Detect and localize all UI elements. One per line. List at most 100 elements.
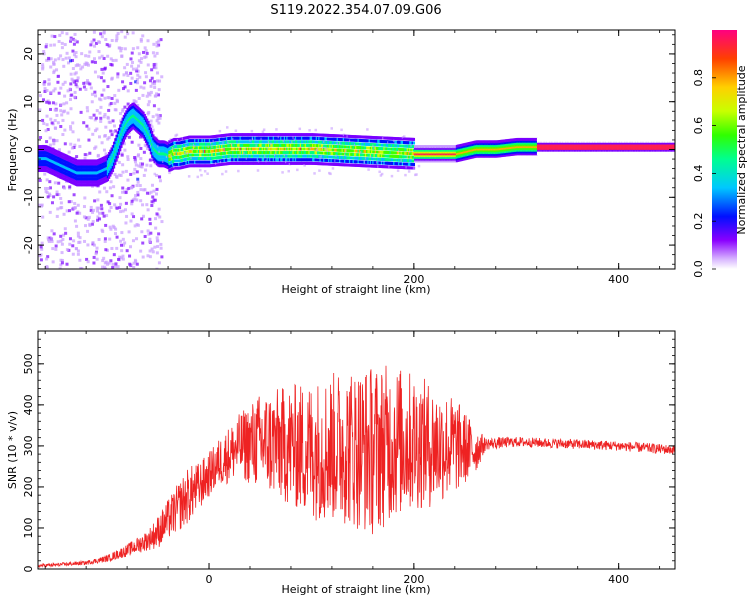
heatmap-cell [529, 137, 532, 141]
heatmap-cell [164, 147, 167, 151]
heatmap-cell [123, 190, 127, 194]
heatmap-cell [151, 139, 154, 143]
heatmap-cell [567, 143, 570, 147]
heatmap-cell [196, 160, 199, 164]
heatmap-cell [46, 195, 50, 199]
heatmap-cell [52, 172, 55, 176]
heatmap-cell [91, 132, 95, 136]
heatmap-cell [459, 154, 462, 158]
heatmap-cell [90, 40, 94, 44]
heatmap-cell [198, 139, 202, 143]
heatmap-cell [132, 111, 135, 115]
heatmap-cell [384, 161, 387, 165]
heatmap-cell [146, 142, 149, 146]
heatmap-cell [106, 169, 110, 173]
heatmap-cell [423, 145, 427, 149]
heatmap-cell [43, 89, 47, 93]
heatmap-cell [71, 175, 74, 179]
heatmap-cell [300, 151, 304, 155]
heatmap-cell [121, 135, 124, 139]
heatmap-cell [176, 145, 180, 149]
heatmap-cell [294, 161, 298, 165]
heatmap-cell [261, 140, 264, 144]
heatmap-cell [282, 133, 285, 137]
heatmap-cell [114, 150, 117, 154]
heatmap-cell [94, 250, 98, 254]
heatmap-cell [46, 169, 49, 173]
heatmap-cell [288, 154, 291, 158]
heatmap-cell [130, 202, 134, 206]
heatmap-cell [344, 156, 347, 160]
heatmap-cell [566, 152, 569, 156]
heatmap-cell [345, 159, 348, 163]
heatmap-cell [493, 140, 497, 144]
heatmap-cell [141, 203, 145, 207]
heatmap-cell [242, 158, 245, 162]
heatmap-cell [136, 126, 139, 130]
heatmap-cell [557, 137, 561, 141]
heatmap-cell [123, 85, 127, 89]
heatmap-cell [375, 146, 379, 150]
heatmap-cell [139, 157, 143, 161]
heatmap-cell [487, 154, 490, 158]
heatmap-cell [62, 177, 65, 181]
heatmap-cell [143, 125, 146, 129]
heatmap-cell [39, 151, 42, 155]
heatmap-cell [246, 151, 250, 155]
heatmap-cell [122, 135, 125, 139]
heatmap-cell [197, 157, 200, 161]
heatmap-cell [52, 157, 55, 161]
heatmap-cell [351, 152, 354, 156]
heatmap-cell [477, 154, 481, 158]
heatmap-cell [341, 138, 344, 142]
heatmap-cell [133, 115, 137, 119]
heatmap-cell [260, 151, 263, 155]
heatmap-cell [60, 175, 63, 179]
heatmap-cell [348, 149, 352, 153]
heatmap-cell [280, 143, 283, 147]
heatmap-cell [490, 142, 493, 146]
heatmap-cell [402, 144, 406, 148]
heatmap-cell [535, 137, 538, 141]
heatmap-cell [147, 138, 150, 142]
heatmap-cell [127, 118, 130, 122]
heatmap-cell [158, 143, 161, 147]
heatmap-cell [276, 147, 279, 151]
heatmap-cell [570, 137, 573, 141]
heatmap-cell [42, 52, 46, 56]
heatmap-cell [118, 46, 122, 50]
heatmap-cell [56, 168, 59, 172]
heatmap-cell [372, 135, 375, 139]
heatmap-cell [58, 154, 62, 158]
heatmap-cell [550, 143, 553, 147]
heatmap-cell [151, 136, 154, 140]
heatmap-cell [149, 130, 153, 134]
heatmap-cell [127, 127, 130, 131]
heatmap-cell [411, 145, 414, 149]
heatmap-cell [296, 133, 299, 137]
heatmap-cell [393, 158, 396, 162]
heatmap-cell [134, 194, 138, 198]
heatmap-cell [68, 156, 71, 160]
heatmap-cell [412, 137, 416, 141]
heatmap-cell [80, 52, 84, 56]
heatmap-cell [155, 239, 159, 243]
heatmap-cell [544, 145, 547, 149]
heatmap-cell [379, 136, 382, 140]
heatmap-cell [174, 152, 177, 156]
heatmap-cell [291, 143, 294, 147]
heatmap-cell [308, 136, 311, 140]
heatmap-cell [265, 161, 268, 165]
heatmap-cell [266, 136, 269, 140]
heatmap-cell [282, 151, 285, 155]
heatmap-cell [283, 140, 286, 144]
heatmap-cell [281, 140, 284, 144]
heatmap-cell [330, 159, 333, 163]
heatmap-cell [155, 79, 159, 83]
heatmap-cell [229, 154, 232, 158]
heatmap-cell [554, 137, 557, 141]
heatmap-cell [68, 171, 71, 175]
heatmap-cell [59, 86, 63, 90]
heatmap-cell [121, 80, 125, 84]
heatmap-cell [442, 150, 445, 154]
